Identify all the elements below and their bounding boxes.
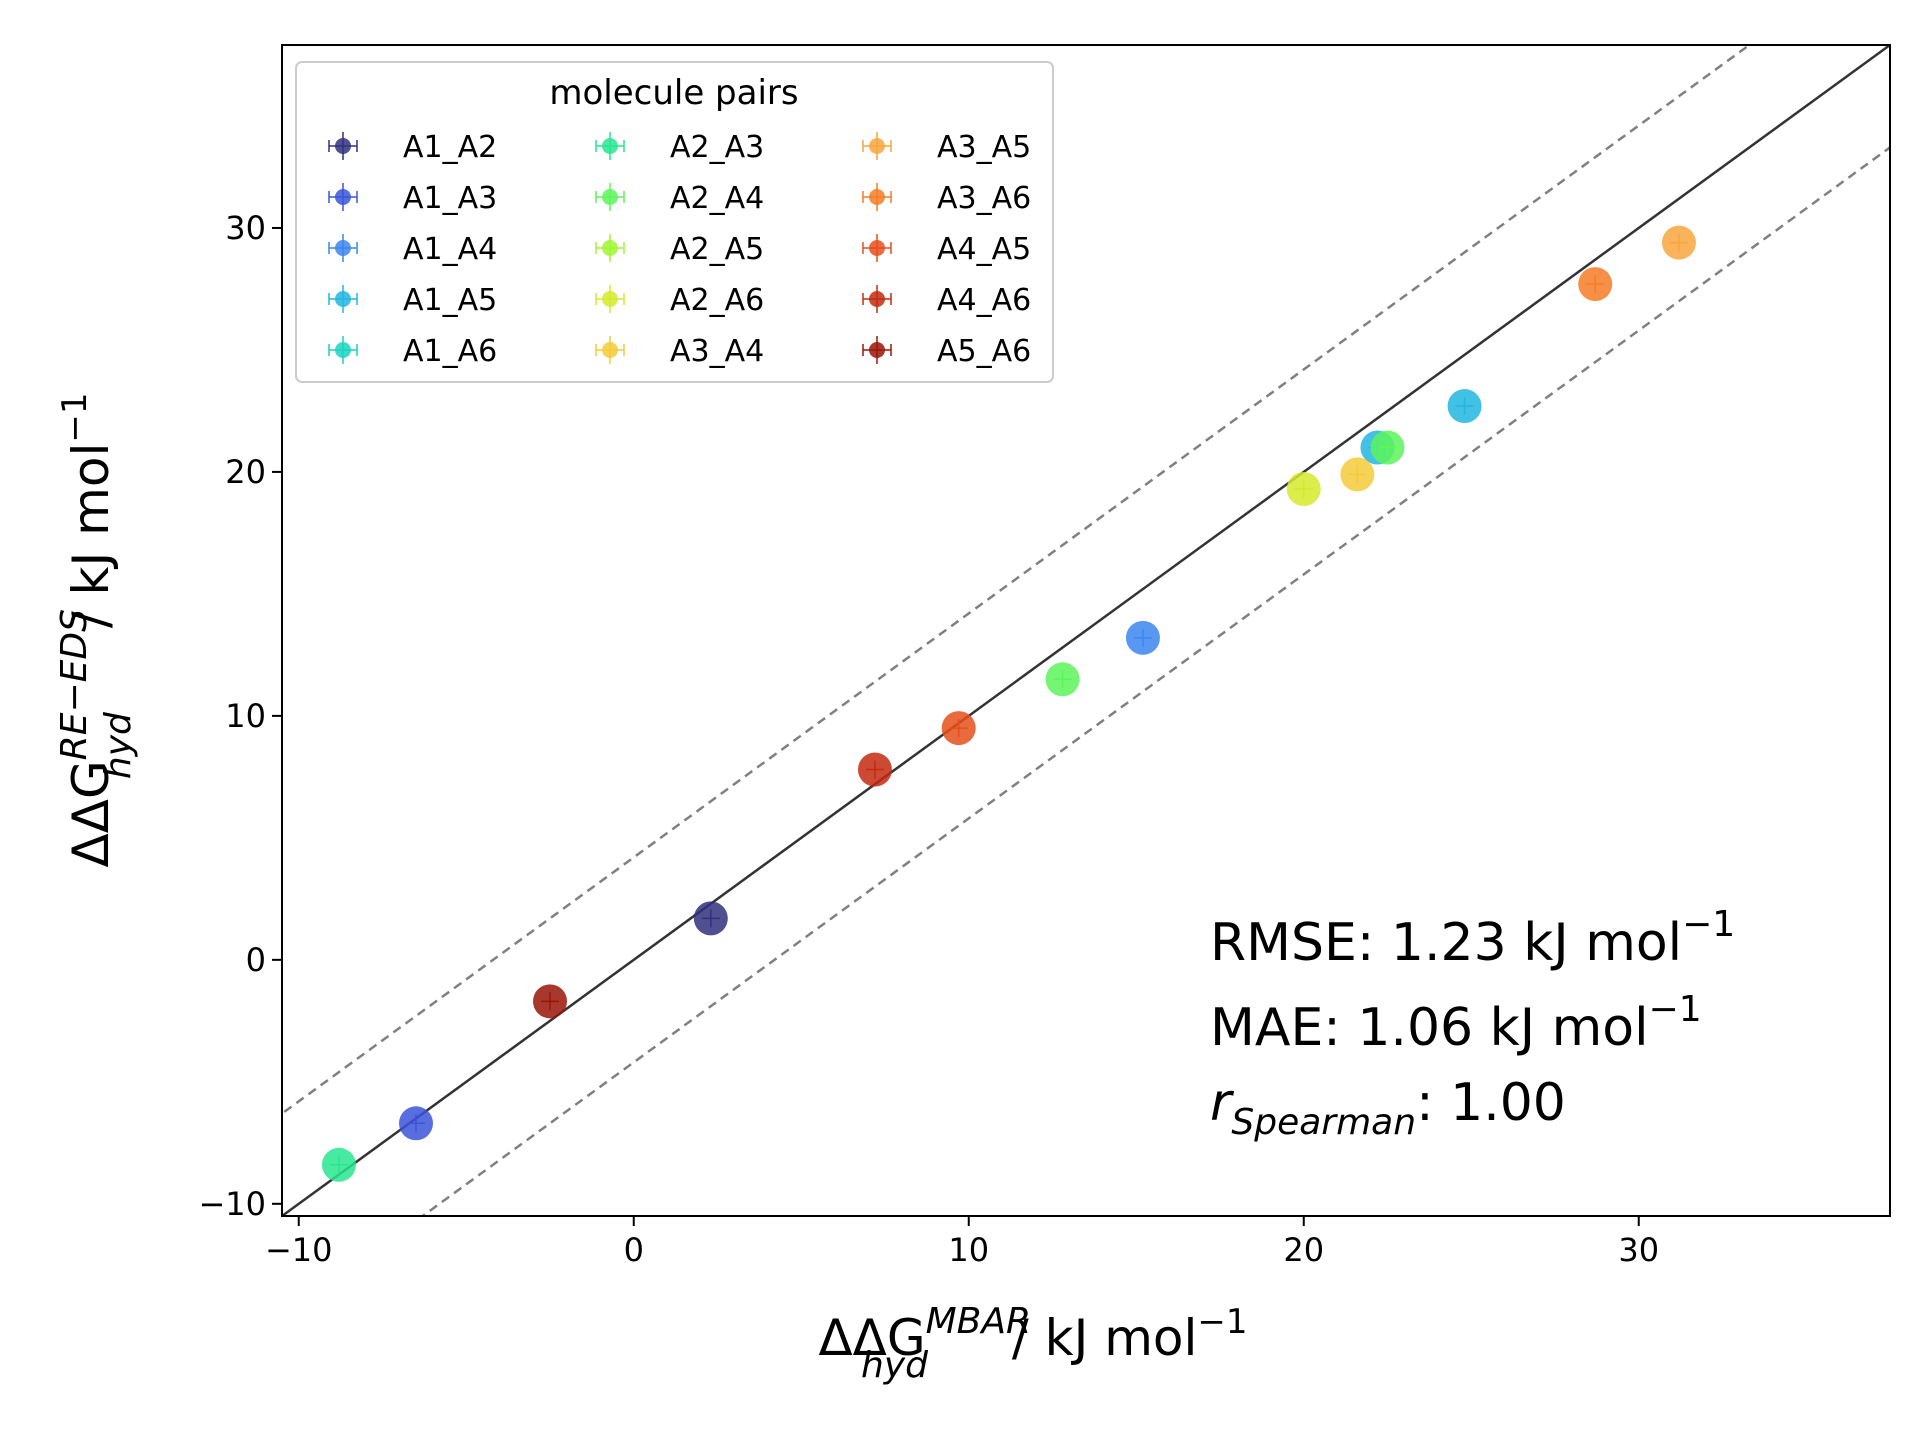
mae-label: MAE: 1.06 kJ mol (1210, 998, 1649, 1058)
x-tick-label: 20 (1283, 1231, 1324, 1269)
legend-marker (335, 138, 351, 154)
spearman-value: : 1.00 (1416, 1073, 1566, 1133)
y-label-exp: −1 (55, 393, 95, 443)
legend-label: A3_A4 (670, 334, 764, 369)
y-tick-label: 10 (225, 697, 266, 735)
rmse-text: RMSE: 1.23 kJ mol−1 (1210, 904, 1735, 973)
legend-label: A1_A4 (403, 232, 497, 267)
spearman-sub: Spearman (1231, 1102, 1416, 1143)
legend-marker (335, 291, 351, 307)
legend-marker (869, 189, 885, 205)
legend-label: A5_A6 (937, 334, 1031, 369)
x-axis-ticks: −10 0 10 20 30 (265, 1216, 1659, 1269)
data-point-A1_A3 (399, 1106, 433, 1140)
mae-text: MAE: 1.06 kJ mol−1 (1210, 989, 1702, 1058)
data-point-A2_A3 (322, 1148, 356, 1182)
y-tick-label: 20 (225, 453, 266, 491)
legend-marker (869, 291, 885, 307)
data-point-A1_A4 (1126, 621, 1160, 655)
legend-marker (602, 189, 618, 205)
legend-marker (602, 138, 618, 154)
legend-marker (335, 189, 351, 205)
legend-marker (335, 240, 351, 256)
data-point-A2_A4 (1046, 662, 1080, 696)
legend-label: A1_A2 (403, 130, 497, 165)
data-point-A3_A6 (1578, 267, 1612, 301)
legend-marker (869, 240, 885, 256)
x-label-rest: / kJ mol (996, 1309, 1197, 1367)
data-point-A3_A5 (1662, 226, 1696, 260)
x-tick-label: −10 (265, 1231, 333, 1269)
legend-label: A4_A5 (937, 232, 1031, 267)
y-tick-label: 0 (246, 941, 266, 979)
legend-label: A2_A5 (670, 232, 764, 267)
y-axis-ticks: −10 0 10 20 30 (198, 209, 282, 1223)
data-point-A4_A5 (942, 711, 976, 745)
legend-label: A2_A4 (670, 181, 764, 216)
y-label-rest: / kJ mol (62, 443, 120, 644)
y-axis-label: ΔΔGRE−EDShyd / kJ mol−1 (54, 393, 139, 868)
data-point-A2_A6 (1287, 472, 1321, 506)
mae-exp: −1 (1649, 989, 1702, 1030)
legend-marker (602, 240, 618, 256)
legend-label: A1_A5 (403, 283, 497, 318)
legend-label: A2_A6 (670, 283, 764, 318)
y-tick-label: −10 (198, 1185, 266, 1223)
data-point-A5_A6 (533, 984, 567, 1018)
legend-label: A1_A3 (403, 181, 497, 216)
rmse-exp: −1 (1682, 904, 1735, 945)
legend-marker (602, 291, 618, 307)
legend-marker (869, 342, 885, 358)
legend-marker (869, 138, 885, 154)
legend-marker (335, 342, 351, 358)
legend: molecule pairs A1_A2 A1_A3 A1_A4 A1_A5 A1_A6… (296, 62, 1053, 382)
data-point-A3_A4 (1340, 457, 1374, 491)
y-label-sub: hyd (98, 711, 139, 779)
x-label-exp: −1 (1197, 1302, 1247, 1342)
data-point-A4_A6 (858, 753, 892, 787)
legend-label: A3_A6 (937, 181, 1031, 216)
legend-marker (602, 342, 618, 358)
legend-label: A1_A6 (403, 334, 497, 369)
x-tick-label: 0 (624, 1231, 644, 1269)
data-point-A2_A4 (1371, 431, 1405, 465)
x-tick-label: 30 (1618, 1231, 1659, 1269)
legend-label: A2_A3 (670, 130, 764, 165)
x-tick-label: 10 (948, 1231, 989, 1269)
y-tick-label: 30 (225, 209, 266, 247)
data-point-A1_A2 (694, 901, 728, 935)
x-label-sub: hyd (861, 1345, 929, 1386)
rmse-label: RMSE: 1.23 kJ mol (1210, 913, 1682, 973)
legend-title: molecule pairs (549, 73, 798, 113)
legend-label: A4_A6 (937, 283, 1031, 318)
data-point-A1_A5 (1448, 389, 1482, 423)
legend-label: A3_A5 (937, 130, 1031, 165)
